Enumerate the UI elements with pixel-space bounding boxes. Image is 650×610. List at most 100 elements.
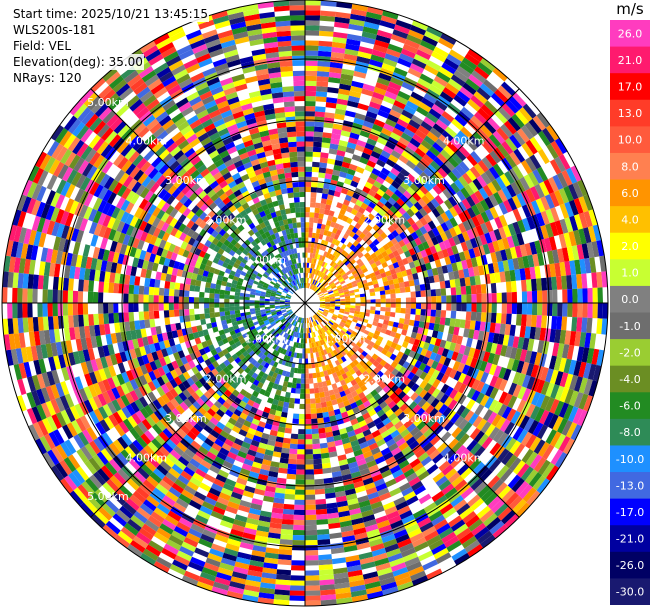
ppi-gate-cell <box>314 387 320 394</box>
ppi-gate-cell <box>425 335 432 344</box>
ppi-gate-cell <box>371 401 380 409</box>
ppi-gate-cell <box>426 269 434 277</box>
ppi-gate-cell <box>546 143 559 160</box>
ppi-gate-cell <box>532 115 546 131</box>
ppi-gate-cell <box>447 491 461 504</box>
ppi-gate-cell <box>516 360 525 374</box>
ppi-gate-cell <box>355 399 364 407</box>
ppi-gate-cell <box>549 221 559 237</box>
ppi-gate-cell <box>148 370 157 381</box>
ppi-gate-cell <box>403 432 414 442</box>
ppi-gate-cell <box>376 188 386 197</box>
ppi-gate-cell <box>476 87 491 101</box>
ppi-gate-cell <box>125 404 136 416</box>
ppi-gate-cell <box>141 418 152 431</box>
ppi-gate-cell <box>406 208 415 218</box>
ppi-gate-cell <box>361 350 368 358</box>
ppi-gate-cell <box>309 388 315 394</box>
ppi-gate-cell <box>514 245 523 258</box>
ppi-gate-cell <box>418 321 425 329</box>
ppi-gate-cell <box>476 303 482 313</box>
ppi-gate-cell <box>328 328 334 333</box>
ppi-gate-cell <box>435 119 448 131</box>
ppi-gate-cell <box>267 315 273 320</box>
ppi-gate-cell <box>305 0 321 6</box>
ppi-gate-cell <box>27 376 36 392</box>
ppi-gate-cell <box>399 403 409 412</box>
ppi-gate-cell <box>521 314 527 327</box>
ppi-gate-cell <box>582 303 588 318</box>
ppi-gate-cell <box>307 257 310 263</box>
ppi-gate-cell <box>423 364 431 374</box>
ppi-gate-cell <box>214 438 225 448</box>
ppi-gate-cell <box>404 348 412 356</box>
ppi-gate-cell <box>426 60 442 72</box>
ppi-gate-cell <box>185 354 193 363</box>
ppi-gate-cell <box>439 317 446 326</box>
ppi-gate-cell <box>224 294 230 299</box>
ppi-gate-cell <box>60 441 73 457</box>
ppi-gate-cell <box>324 325 329 331</box>
ppi-gate-cell <box>319 25 334 32</box>
ppi-gate-cell <box>214 298 220 303</box>
ppi-gate-cell <box>351 80 364 89</box>
ppi-gate-cell <box>325 304 331 306</box>
ppi-gate-cell <box>305 439 313 445</box>
ppi-gate-cell <box>412 133 424 144</box>
ppi-gate-cell <box>186 386 196 396</box>
ppi-gate-cell <box>397 538 412 549</box>
ppi-gate-cell <box>337 286 343 291</box>
ppi-gate-cell <box>340 303 346 306</box>
ppi-gate-cell <box>382 192 391 201</box>
ppi-gate-cell <box>60 409 71 425</box>
ppi-gate-cell <box>364 312 370 317</box>
ppi-gate-cell <box>283 401 290 408</box>
ppi-gate-cell <box>31 406 42 423</box>
ppi-gate-cell <box>411 480 424 492</box>
ppi-gate-cell <box>557 418 568 434</box>
ppi-gate-cell <box>204 473 216 483</box>
ppi-gate-cell <box>382 243 390 251</box>
ppi-gate-cell <box>353 383 360 391</box>
ppi-gate-cell <box>322 312 328 316</box>
ppi-gate-cell <box>458 344 466 355</box>
ppi-gate-cell <box>343 545 358 553</box>
ppi-gate-cell <box>317 55 331 62</box>
ppi-gate-cell <box>449 279 456 288</box>
ppi-gate-cell <box>310 187 318 193</box>
ppi-gate-cell <box>314 488 326 495</box>
ppi-gate-cell <box>37 303 43 317</box>
ppi-gate-cell <box>143 372 152 384</box>
ppi-gate-cell <box>337 454 347 462</box>
ppi-gate-cell <box>143 303 149 312</box>
ppi-gate-cell <box>163 295 169 303</box>
ppi-gate-cell <box>422 356 430 365</box>
ppi-gate-cell <box>252 346 259 353</box>
ppi-gate-cell <box>419 226 428 235</box>
ppi-gate-cell <box>385 298 391 303</box>
ppi-gate-cell <box>183 303 189 310</box>
ppi-gate-cell <box>128 442 140 456</box>
ppi-gate-cell <box>168 467 181 479</box>
ppi-gate-cell <box>260 311 266 315</box>
ppi-gate-cell <box>501 303 507 314</box>
ppi-gate-cell <box>345 305 351 308</box>
ppi-gate-cell <box>336 202 343 209</box>
ppi-gate-cell <box>296 459 305 465</box>
ppi-gate-cell <box>150 511 165 524</box>
ppi-gate-cell <box>476 293 482 303</box>
ppi-gate-cell <box>50 465 64 482</box>
ppi-gate-cell <box>486 516 501 531</box>
ppi-gate-cell <box>440 288 447 296</box>
ppi-gate-cell <box>338 88 351 96</box>
ppi-gate-cell <box>339 310 345 314</box>
ppi-gate-cell <box>138 527 154 541</box>
ppi-gate-cell <box>398 459 410 470</box>
ppi-gate-cell <box>385 141 396 150</box>
ppi-gate-cell <box>365 585 383 595</box>
ppi-gate-cell <box>465 195 476 208</box>
ppi-gate-cell <box>68 315 74 328</box>
ppi-gate-cell <box>322 411 330 418</box>
ppi-gate-cell <box>98 303 104 314</box>
ppi-gate-cell <box>449 217 458 228</box>
